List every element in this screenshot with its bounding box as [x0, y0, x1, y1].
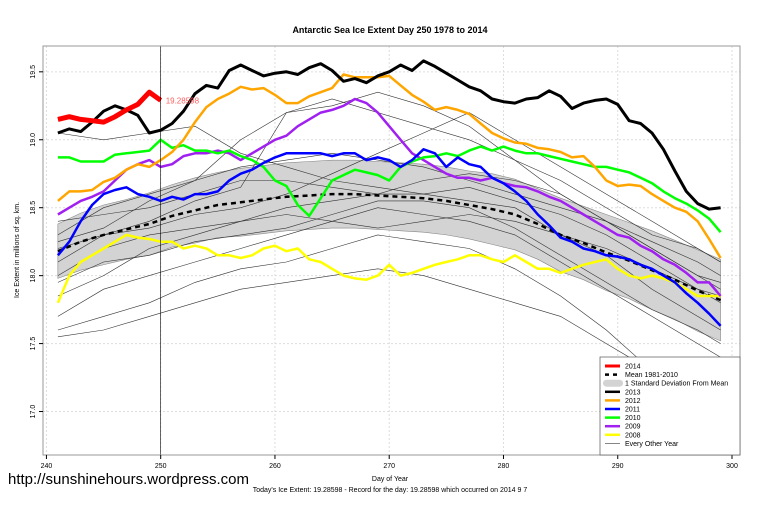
series-line-2012: [57, 73, 722, 259]
series-line-2010: [57, 138, 722, 234]
x-tick-label: 240: [41, 463, 53, 470]
x-tick-label: 250: [155, 463, 167, 470]
legend-label: Mean 1981-2010: [625, 372, 678, 379]
other-year-line: [57, 98, 721, 283]
series-line-2011: [56, 148, 722, 327]
plot-frame: [42, 45, 741, 456]
legend-swatch: [603, 379, 623, 387]
current-value-label: 19.28598: [166, 96, 200, 105]
legend-label: 2013: [625, 389, 641, 396]
y-tick-label: 19.5: [30, 65, 37, 79]
y-tick-label: 19.0: [30, 133, 37, 147]
series-line-2009: [57, 97, 722, 297]
other-year-line: [57, 234, 721, 419]
y-tick-label: 18.5: [30, 201, 37, 215]
other-year-line: [57, 91, 721, 263]
other-year-line: [57, 207, 721, 358]
x-tick-label: 300: [726, 463, 738, 470]
other-years-lines: [57, 91, 721, 419]
legend-box: [599, 356, 741, 456]
series-line-2008: [56, 233, 721, 304]
y-tick-label: 17.5: [30, 337, 37, 351]
x-axis-label: Day of Year: [372, 476, 409, 483]
y-tick-label: 18.0: [30, 269, 37, 283]
legend-label: 2011: [625, 407, 640, 414]
legend-label: Every Other Year: [625, 441, 679, 448]
legend-label: 1 Standard Deviation From Mean: [625, 381, 728, 388]
legend-label: 2014: [625, 364, 641, 371]
x-tick-label: 270: [383, 463, 395, 470]
series-line-2013: [57, 59, 721, 211]
legend-label: 2008: [625, 432, 641, 439]
other-year-line: [57, 180, 721, 304]
other-year-line: [57, 112, 721, 263]
y-tick-label: 17.0: [30, 405, 37, 419]
source-url: http://sunshinehours.wordpress.com: [8, 471, 249, 488]
mean-line: [57, 192, 722, 302]
footer-note: Today's Ice Extent: 19.28598 - Record fo…: [252, 487, 528, 494]
y-axis-label: Ice Extent in millions of sq. km.: [14, 202, 21, 298]
legend-label: 2010: [625, 415, 641, 422]
x-tick-label: 290: [612, 463, 624, 470]
legend-label: 2009: [625, 424, 641, 431]
highlight-lines: [56, 59, 722, 327]
other-year-line: [57, 125, 721, 331]
series-line-2014: [57, 89, 163, 125]
x-tick-label: 260: [269, 463, 281, 470]
mean-1981-2010-line: [57, 192, 722, 302]
axes: 240 250 260 270 280 290 300 17.0 17.5 18.0 18.5 19.…: [30, 45, 741, 470]
x-tick-label: 280: [498, 463, 510, 470]
legend-label: 2012: [625, 398, 641, 405]
other-year-line: [57, 152, 721, 276]
chart-title: Antarctic Sea Ice Extent Day 250 1978 to…: [292, 25, 487, 35]
other-year-line: [57, 200, 721, 344]
